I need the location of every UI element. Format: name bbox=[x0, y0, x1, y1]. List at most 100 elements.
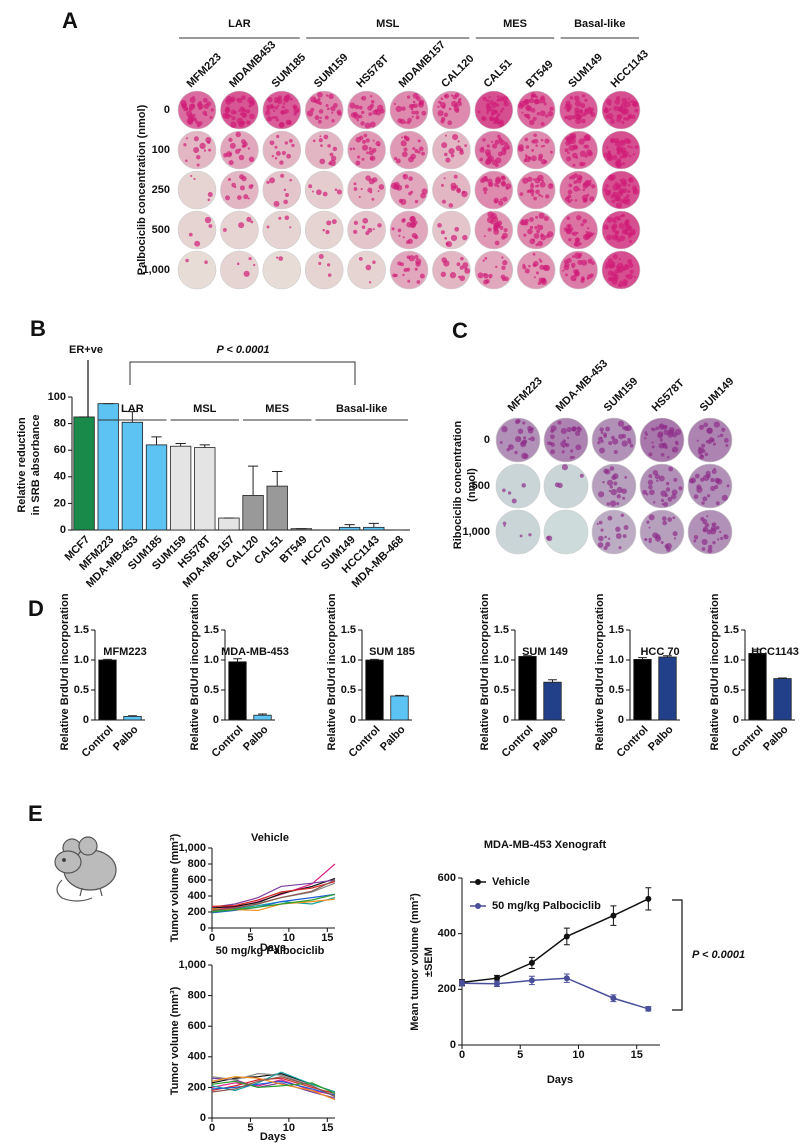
colony bbox=[393, 156, 398, 161]
colony bbox=[634, 145, 639, 149]
colony bbox=[279, 160, 284, 165]
well bbox=[495, 509, 541, 555]
colony bbox=[549, 106, 554, 111]
colony bbox=[486, 99, 490, 103]
colony bbox=[481, 116, 487, 122]
colony bbox=[621, 150, 625, 154]
colony bbox=[608, 489, 611, 493]
colony bbox=[621, 213, 625, 217]
colony bbox=[648, 484, 653, 490]
colony bbox=[651, 441, 654, 444]
colony bbox=[578, 109, 583, 113]
colony bbox=[479, 157, 484, 162]
colony bbox=[450, 94, 454, 97]
colony bbox=[723, 534, 729, 540]
colony bbox=[529, 217, 534, 222]
error-bar bbox=[344, 524, 355, 528]
y-tick-label: 1.0 bbox=[724, 654, 739, 666]
colony bbox=[411, 110, 416, 115]
x-tick-label: 15 bbox=[321, 932, 333, 944]
colony bbox=[612, 228, 617, 233]
colony bbox=[317, 119, 322, 124]
y-tick-label: 0.5 bbox=[74, 684, 89, 696]
colony bbox=[621, 162, 626, 166]
colony bbox=[625, 274, 629, 278]
colony bbox=[239, 185, 245, 191]
colony bbox=[538, 156, 543, 161]
colony bbox=[600, 528, 604, 532]
colony bbox=[189, 103, 196, 110]
colony bbox=[368, 150, 374, 156]
colony bbox=[415, 258, 422, 265]
colony bbox=[412, 147, 416, 151]
colony bbox=[281, 150, 286, 156]
marker bbox=[610, 995, 617, 1002]
colony bbox=[489, 276, 492, 279]
colony bbox=[227, 177, 232, 182]
colony bbox=[693, 494, 699, 499]
colony bbox=[694, 473, 700, 479]
x-axis-label: Days bbox=[260, 1131, 286, 1143]
colony bbox=[530, 182, 534, 186]
colony bbox=[530, 108, 536, 113]
colony bbox=[275, 256, 279, 259]
colony bbox=[354, 104, 360, 110]
colony bbox=[459, 148, 464, 153]
colony bbox=[312, 139, 316, 143]
colony bbox=[408, 255, 415, 262]
colony bbox=[497, 134, 501, 139]
colony bbox=[524, 268, 530, 274]
y-tick-label: 0 bbox=[618, 714, 624, 726]
colony bbox=[333, 103, 338, 108]
colony bbox=[586, 233, 591, 238]
colony bbox=[403, 267, 408, 273]
colony bbox=[414, 148, 419, 153]
colony bbox=[331, 219, 337, 225]
colony bbox=[368, 112, 373, 117]
x-tick-label: Control bbox=[80, 724, 116, 760]
colony bbox=[477, 272, 484, 279]
colony bbox=[561, 464, 568, 471]
colony bbox=[278, 256, 284, 261]
colony bbox=[644, 538, 647, 541]
colony bbox=[499, 225, 504, 230]
bar bbox=[365, 659, 384, 721]
colony bbox=[540, 234, 547, 241]
colony bbox=[497, 151, 503, 157]
colony bbox=[237, 97, 243, 104]
colony bbox=[318, 138, 323, 143]
marker bbox=[563, 933, 570, 940]
colony bbox=[361, 157, 365, 161]
well bbox=[639, 509, 685, 555]
colony bbox=[289, 139, 293, 143]
colony bbox=[289, 97, 293, 101]
colony bbox=[540, 138, 544, 142]
colony bbox=[501, 146, 506, 151]
colony bbox=[393, 102, 396, 106]
colony bbox=[486, 109, 490, 113]
colony bbox=[462, 262, 469, 268]
colony bbox=[400, 262, 404, 267]
colony bbox=[582, 218, 588, 224]
colony bbox=[706, 427, 713, 434]
colony bbox=[411, 115, 414, 118]
cell-line-label: MFM223 bbox=[506, 375, 545, 414]
colony bbox=[547, 111, 554, 117]
legend-marker bbox=[475, 879, 481, 885]
colony bbox=[501, 235, 506, 240]
y-tick-label: 1.5 bbox=[494, 624, 509, 636]
colony bbox=[407, 117, 412, 123]
colony bbox=[450, 182, 457, 189]
bar bbox=[363, 526, 385, 531]
well bbox=[177, 250, 217, 290]
panel-label: C bbox=[452, 318, 468, 343]
cell-line-label: HCC1143 bbox=[609, 48, 651, 90]
bar bbox=[266, 485, 288, 531]
colony bbox=[589, 196, 595, 202]
colony bbox=[487, 227, 492, 232]
concentration-label: 1,000 bbox=[462, 526, 490, 538]
colony bbox=[487, 211, 494, 218]
colony bbox=[614, 182, 619, 186]
y-tick-label: 1.5 bbox=[341, 624, 356, 636]
colony bbox=[243, 144, 247, 148]
